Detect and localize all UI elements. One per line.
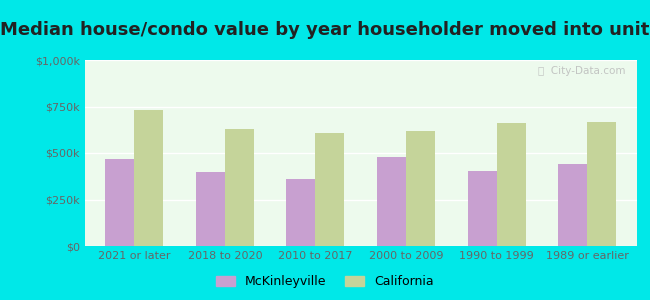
Bar (135, 110, 163, 246)
Text: ⓘ  City-Data.com: ⓘ City-Data.com (538, 66, 626, 76)
Bar (587, 122, 616, 246)
Bar (497, 123, 526, 246)
Bar (315, 133, 344, 246)
Bar (467, 171, 497, 246)
Bar (558, 164, 587, 246)
Bar (196, 172, 225, 246)
Bar (287, 179, 315, 246)
Bar (225, 129, 254, 246)
Legend: McKinleyville, California: McKinleyville, California (214, 273, 436, 291)
Bar (377, 157, 406, 246)
Bar (105, 159, 135, 246)
Bar (406, 131, 435, 246)
Text: Median house/condo value by year householder moved into unit: Median house/condo value by year househo… (0, 21, 650, 39)
